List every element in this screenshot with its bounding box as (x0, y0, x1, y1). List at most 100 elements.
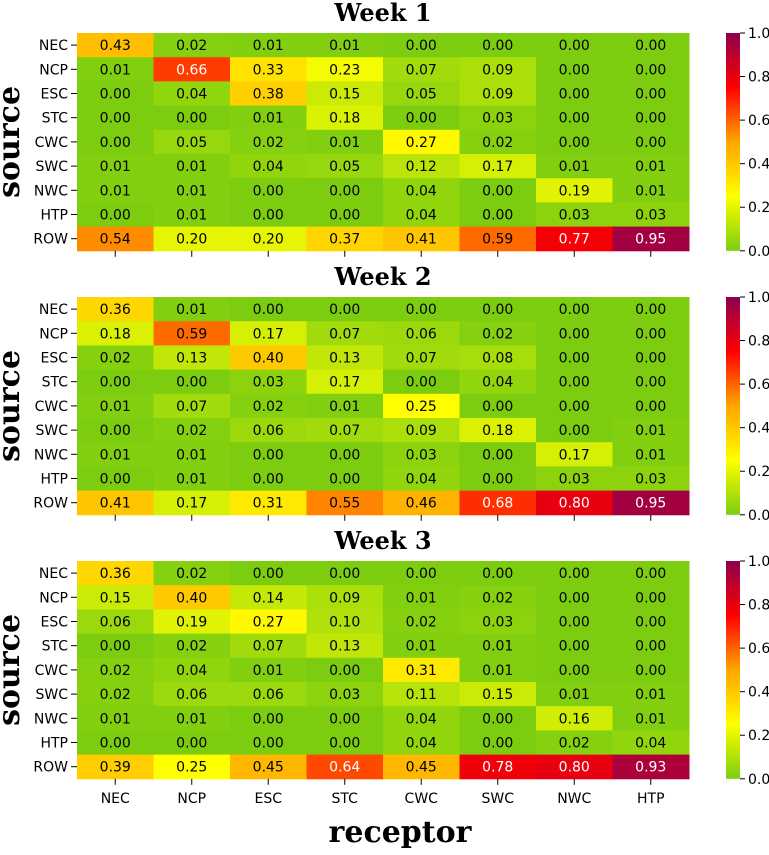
heatmap-cell (306, 490, 384, 516)
heatmap-cell (230, 154, 307, 179)
heatmap-cell (459, 33, 537, 58)
cell-value-label: 0.78 (482, 760, 513, 776)
colorbar-tick-label: 0.2 (748, 464, 769, 480)
heatmap-cell (306, 466, 384, 492)
y-tick-label: ESC (40, 351, 68, 367)
heatmap-cell (459, 418, 537, 443)
heatmap-cell (459, 81, 537, 107)
cell-value-label: 0.01 (329, 399, 360, 415)
y-tick-label: STC (42, 375, 69, 391)
cell-value-label: 0.00 (635, 111, 666, 127)
colorbar-tick-label: 0.8 (748, 70, 769, 86)
heatmap-cell (459, 442, 537, 467)
cell-value-label: 0.01 (100, 447, 131, 463)
cell-value-label: 0.00 (329, 208, 360, 224)
cell-value-label: 0.00 (406, 111, 437, 127)
cell-value-label: 0.16 (559, 711, 590, 727)
cell-value-label: 0.01 (635, 687, 666, 703)
cell-value-label: 0.40 (253, 351, 284, 367)
y-tick-label: SWC (35, 423, 68, 439)
heatmap-cell (536, 682, 613, 707)
heatmap-cell (153, 682, 231, 707)
heatmap-cell (459, 321, 537, 346)
cell-value-label: 0.20 (176, 232, 207, 248)
cell-value-label: 0.03 (482, 615, 513, 631)
heatmap-cell (77, 178, 154, 203)
heatmap-cell (536, 154, 613, 179)
cell-value-label: 0.00 (329, 663, 360, 679)
cell-value-label: 0.31 (253, 496, 284, 512)
cell-value-label: 0.40 (176, 590, 207, 606)
cell-value-label: 0.03 (635, 208, 666, 224)
cell-value-label: 0.02 (176, 423, 207, 439)
heatmap-cell (77, 202, 154, 228)
cell-value-label: 0.01 (176, 447, 207, 463)
heatmap-cell (230, 297, 307, 322)
y-tick-label: NCP (39, 62, 68, 78)
cell-value-label: 0.03 (253, 375, 284, 391)
colorbar (726, 561, 740, 779)
cell-value-label: 0.45 (406, 760, 437, 776)
cell-value-label: 0.02 (482, 590, 513, 606)
cell-value-label: 0.00 (635, 326, 666, 342)
heatmap-cell (306, 754, 384, 780)
heatmap-cell (459, 105, 537, 131)
cell-value-label: 0.00 (559, 375, 590, 391)
cell-value-label: 0.07 (329, 326, 360, 342)
cell-value-label: 0.17 (176, 496, 207, 512)
heatmap-cell (459, 706, 537, 731)
cell-value-label: 0.19 (559, 183, 590, 199)
heatmap-cell (536, 706, 613, 731)
cell-value-label: 0.00 (100, 423, 131, 439)
heatmap-cell (383, 730, 460, 756)
heatmap-cell (383, 585, 460, 610)
heatmap-cell (77, 706, 154, 731)
cell-value-label: 0.04 (406, 736, 437, 752)
heatmap-cell (153, 657, 231, 683)
heatmap-cell (459, 585, 537, 610)
colorbar-tick-label: 1.0 (748, 26, 769, 42)
cell-value-label: 0.14 (253, 590, 284, 606)
heatmap-cell (459, 297, 537, 322)
cell-value-label: 0.00 (559, 62, 590, 78)
cell-value-label: 0.77 (559, 232, 590, 248)
cell-value-label: 0.41 (100, 496, 131, 512)
cell-value-label: 0.00 (559, 566, 590, 582)
heatmap-cell (459, 657, 537, 683)
colorbar-tick-label: 0.8 (748, 334, 769, 350)
cell-value-label: 0.00 (559, 38, 590, 54)
y-tick-label: NWC (34, 711, 68, 727)
heatmap-cell (383, 418, 460, 443)
cell-value-label: 0.18 (482, 423, 513, 439)
heatmap-cell (230, 561, 307, 586)
heatmap-cell (459, 754, 537, 780)
heatmap-cell (612, 226, 690, 252)
heatmap-cell (383, 657, 460, 683)
cell-value-label: 0.68 (482, 496, 513, 512)
y-tick-label: NEC (39, 566, 68, 582)
cell-value-label: 0.00 (482, 566, 513, 582)
heatmap-cell (612, 321, 690, 346)
cell-value-label: 0.02 (100, 687, 131, 703)
cell-value-label: 0.00 (406, 566, 437, 582)
cell-value-label: 0.18 (329, 111, 360, 127)
cell-value-label: 0.27 (406, 135, 437, 151)
heatmap-cell (77, 442, 154, 467)
heatmap-cell (536, 490, 613, 516)
cell-value-label: 0.01 (176, 208, 207, 224)
cell-value-label: 0.02 (176, 566, 207, 582)
colorbar-tick-label: 0.0 (748, 244, 769, 260)
heatmap-cell (383, 154, 460, 179)
heatmap-cell (536, 466, 613, 492)
heatmap-cell (153, 81, 231, 107)
cell-value-label: 0.02 (253, 135, 284, 151)
heatmap-cell (230, 81, 307, 107)
heatmap-cell (230, 633, 307, 659)
y-tick-label: HTP (40, 472, 68, 488)
heatmap-cell (230, 418, 307, 443)
heatmap-cell (153, 393, 231, 419)
heatmap-cell (153, 33, 231, 58)
cell-value-label: 0.00 (406, 302, 437, 318)
